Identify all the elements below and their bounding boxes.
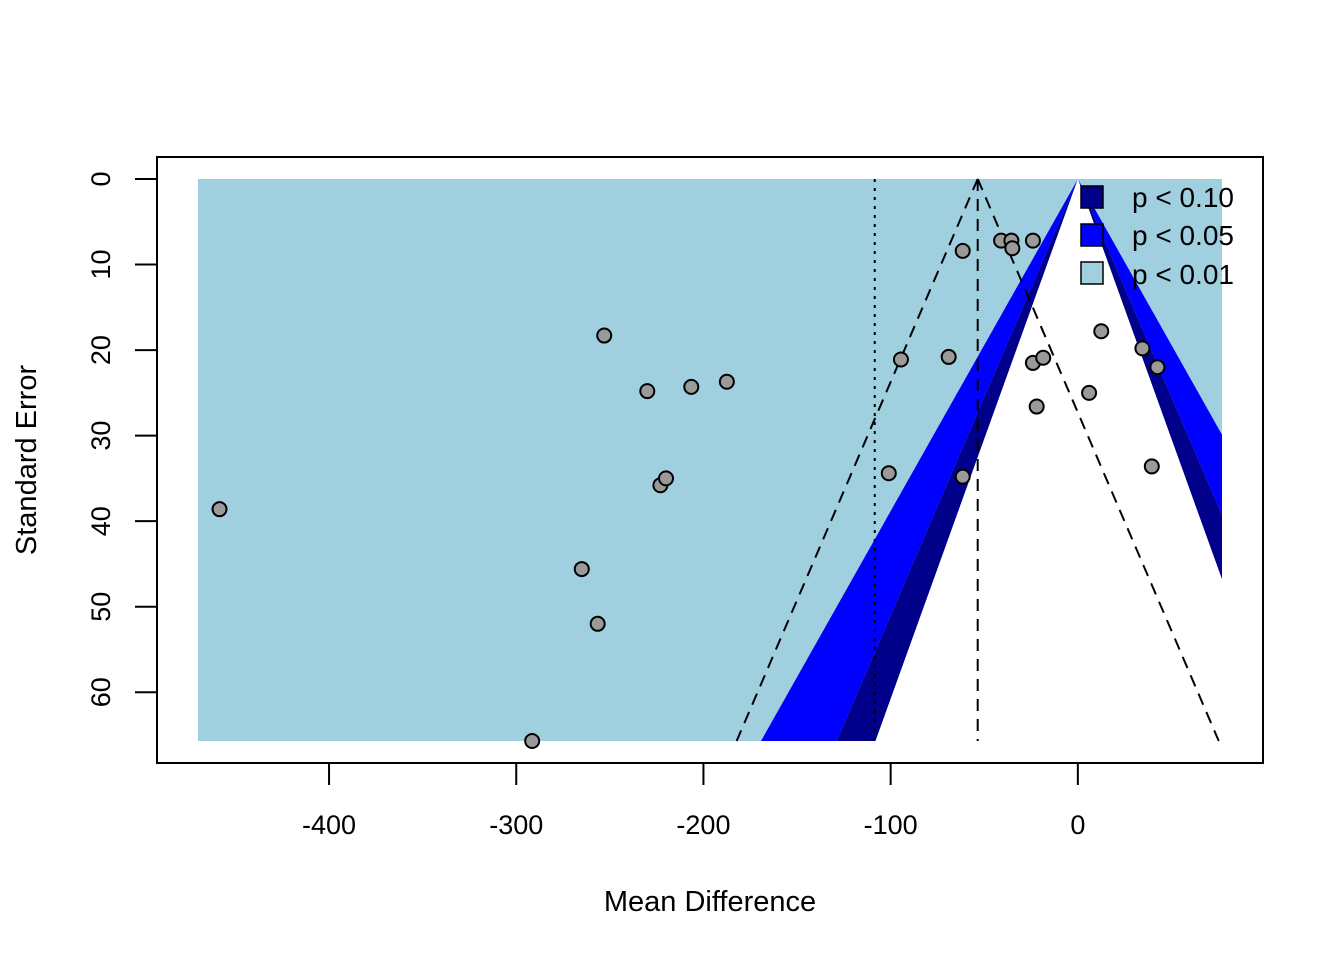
legend-label-p01: p < 0.01 <box>1132 259 1234 290</box>
study-point <box>524 733 541 749</box>
legend-swatch-p05 <box>1080 223 1104 247</box>
study-point <box>573 561 590 578</box>
study-point <box>1028 398 1045 415</box>
x-tick-label: -200 <box>676 810 730 840</box>
x-tick-label: -100 <box>864 810 918 840</box>
x-axis-title: Mean Difference <box>604 886 816 918</box>
reference-lines <box>735 178 1220 742</box>
y-tick-label: 50 <box>86 592 116 622</box>
study-point <box>658 470 675 487</box>
x-axis: -400 -300 -200 -100 0 <box>302 762 1085 840</box>
x-tick-label: -300 <box>489 810 543 840</box>
legend-label-p10: p < 0.10 <box>1132 182 1234 213</box>
x-tick-label: -400 <box>302 810 356 840</box>
legend-label-p05: p < 0.05 <box>1132 220 1234 251</box>
funnel-right-line <box>976 178 1220 742</box>
y-axis-title: Standard Error <box>11 365 43 556</box>
legend-swatch-p10 <box>1080 185 1104 209</box>
study-point <box>639 383 656 400</box>
study-points <box>211 232 1166 749</box>
study-point <box>940 348 957 365</box>
contour-p10-band-left <box>836 179 1078 741</box>
study-point <box>1081 384 1098 401</box>
study-point <box>954 242 971 259</box>
study-point <box>1093 323 1110 340</box>
contour-nonsignificant-region <box>875 179 1222 741</box>
study-point <box>1024 232 1041 249</box>
contour-p05-band-left <box>761 179 1078 741</box>
study-point <box>596 327 613 344</box>
x-tick-label: 0 <box>1070 810 1085 840</box>
contour-p10-band-right <box>1077 179 1222 580</box>
study-point <box>1035 349 1052 366</box>
study-point <box>880 465 897 482</box>
y-tick-label: 40 <box>86 506 116 536</box>
y-tick-label: 20 <box>86 335 116 365</box>
significance-contours <box>198 179 1222 741</box>
study-point <box>211 501 228 518</box>
legend-swatch-p01 <box>1080 261 1104 285</box>
y-axis: 0 10 20 30 40 50 60 <box>86 171 158 707</box>
contour-p05-band-right <box>1077 179 1222 516</box>
study-point <box>892 351 909 368</box>
study-point <box>1143 458 1160 475</box>
y-tick-label: 10 <box>86 249 116 279</box>
study-point <box>1134 340 1151 357</box>
y-tick-label: 0 <box>86 171 116 186</box>
study-point <box>954 468 971 485</box>
legend: p < 0.10 p < 0.05 p < 0.01 <box>1080 182 1234 290</box>
funnel-left-line <box>735 178 979 742</box>
y-tick-label: 30 <box>86 421 116 451</box>
y-tick-label: 60 <box>86 677 116 707</box>
study-point <box>589 615 606 632</box>
study-point <box>683 378 700 395</box>
study-point <box>1149 359 1166 376</box>
study-point <box>1004 240 1021 257</box>
study-point <box>718 373 735 390</box>
